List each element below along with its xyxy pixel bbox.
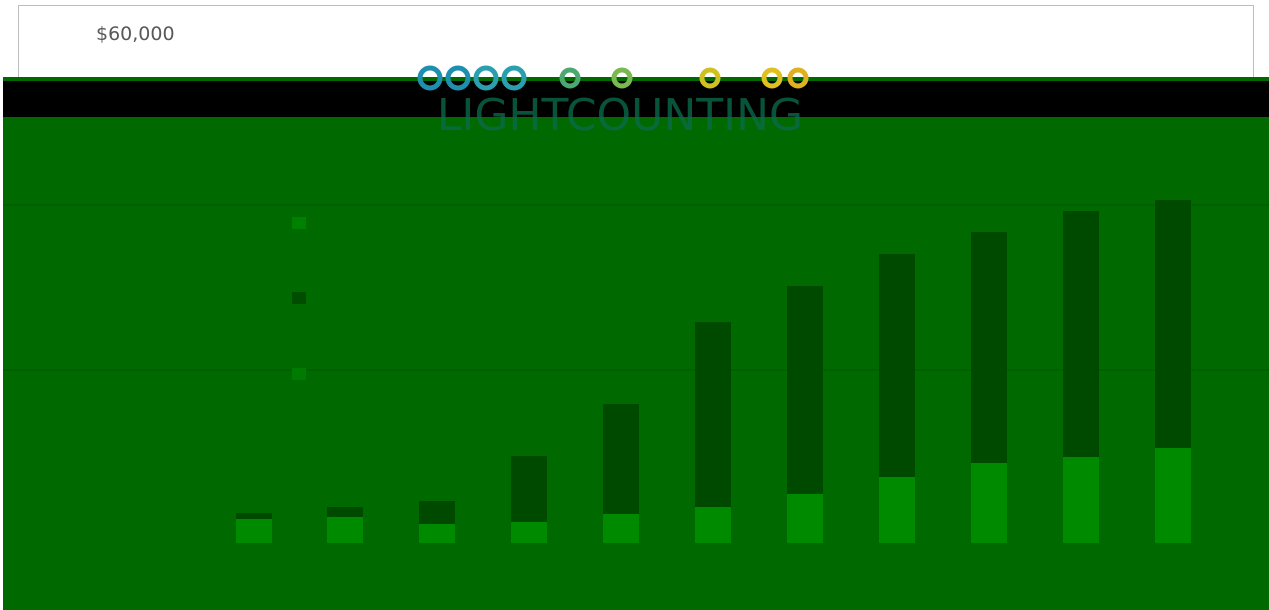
grid <box>3 204 1269 371</box>
bar-lower <box>1063 457 1099 543</box>
bar-lower <box>695 507 731 543</box>
bar-upper <box>1155 200 1191 448</box>
logo-ring <box>699 67 721 89</box>
bar-upper <box>971 232 1007 463</box>
black-band <box>3 81 1269 117</box>
bar-lower <box>787 494 823 543</box>
logo-ring <box>445 65 471 91</box>
bar-lower <box>327 517 363 543</box>
bar-upper <box>695 322 731 507</box>
bar-upper <box>1063 211 1099 457</box>
logo-ring <box>761 67 783 89</box>
logo-ring <box>559 67 581 89</box>
logo-ring <box>417 65 443 91</box>
bar-lower <box>971 463 1007 543</box>
bar-upper <box>787 286 823 494</box>
legend-swatch <box>292 292 306 304</box>
legend-swatch <box>292 217 306 229</box>
bar-upper <box>603 404 639 514</box>
axis-label: $60,000 <box>96 23 175 45</box>
panel-frame <box>18 5 1254 78</box>
bar-upper <box>236 513 272 519</box>
bar-upper <box>327 507 363 517</box>
logo-ring <box>787 67 809 89</box>
bar-upper <box>879 254 915 477</box>
bar-lower <box>1155 448 1191 543</box>
bars <box>236 200 1191 543</box>
bar-lower <box>419 524 455 543</box>
bar-lower <box>879 477 915 543</box>
logo-ring <box>501 65 527 91</box>
bar-upper <box>419 501 455 524</box>
bar-lower <box>236 519 272 543</box>
bar-lower <box>603 514 639 543</box>
logo-ring <box>611 67 633 89</box>
bar-lower <box>511 522 547 543</box>
logo-ring <box>473 65 499 91</box>
logo-rings <box>417 65 809 91</box>
bar-upper <box>511 456 547 522</box>
logo-text: LIGHTCOUNTING <box>437 90 803 141</box>
legend-swatch <box>292 368 306 380</box>
